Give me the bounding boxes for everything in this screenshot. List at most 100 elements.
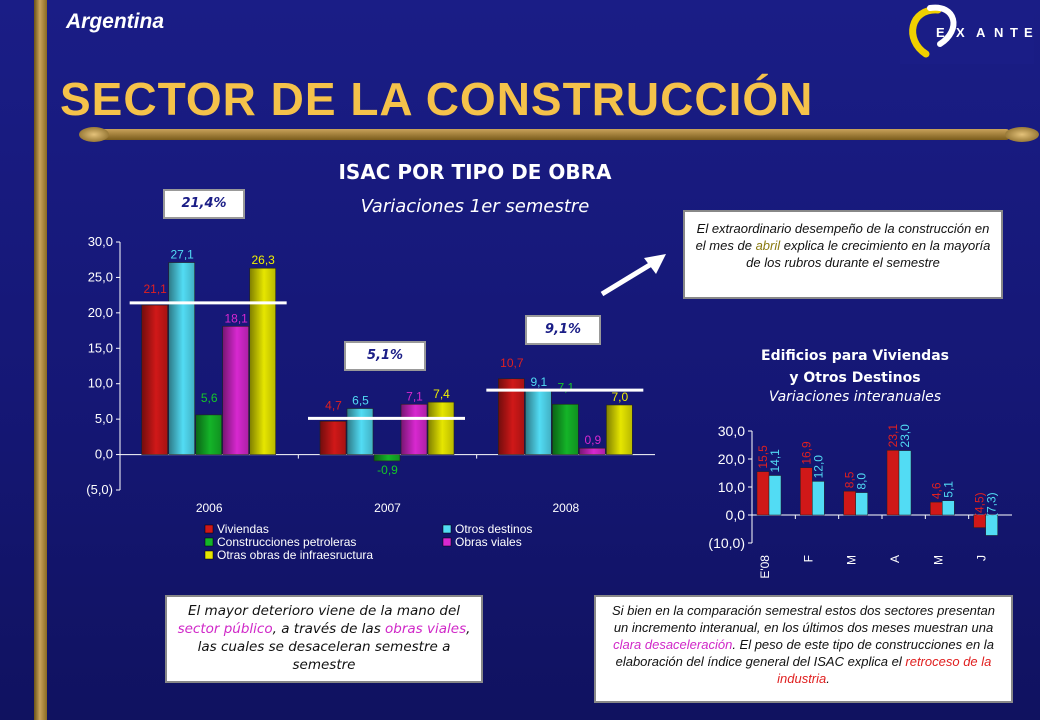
legend-swatch — [442, 524, 452, 534]
note-abril: El extraordinario desempeño de la constr… — [683, 210, 1003, 299]
data-label: 27,1 — [170, 248, 194, 262]
y-tick-label: 10,0 — [718, 479, 745, 495]
bar-3-0 — [886, 450, 900, 516]
main-chart-title: ISAC POR TIPO DE OBRA — [338, 160, 612, 184]
legend-swatch — [204, 537, 214, 547]
legend-swatch — [204, 524, 214, 534]
svg-text:E: E — [1024, 25, 1033, 40]
bar-1-1 — [812, 481, 825, 516]
data-label: 4,6 — [929, 482, 943, 499]
note-desaceleracion: Si bien en la comparación semestral esto… — [594, 595, 1013, 703]
legend-label: Obras viales — [455, 535, 522, 549]
page-title: SECTOR DE LA CONSTRUCCIÓN — [60, 73, 814, 125]
y-tick-label: (10,0) — [708, 535, 745, 551]
x-tick-label: 2007 — [374, 501, 401, 515]
main-bar-chart: (5,0) 0,0 5,0 10,0 15,0 20,0 25,0 30,0 2006 21,1 2… — [86, 234, 655, 562]
note-left-text-2: , a través de las — [272, 621, 386, 637]
data-label: 5,6 — [201, 391, 218, 405]
note-top-highlight: abril — [755, 238, 781, 253]
total-2008-badge: 9,1% — [525, 315, 601, 345]
data-label: (7,3) — [985, 492, 999, 517]
data-label: 7,1 — [406, 389, 423, 403]
x-tick-label: E'08 — [758, 555, 772, 579]
legend-label: Otros destinos — [455, 522, 532, 536]
horizontal-gold-rule — [95, 129, 1010, 140]
arrow-icon — [600, 254, 666, 297]
note-right-text-2: . El peso de este tipo de construcciones… — [615, 637, 994, 669]
data-label: 9,1 — [530, 375, 547, 389]
bar-2008-4 — [606, 404, 633, 455]
bar-2008-1 — [525, 389, 552, 455]
bar-3-1 — [898, 450, 912, 516]
y-tick-label: 25,0 — [88, 269, 113, 284]
data-label: 16,9 — [799, 441, 813, 465]
second-chart-title: Edificios para Viviendas y Otros Destino… — [705, 345, 1005, 389]
note-left-highlight-2: obras viales — [385, 621, 467, 637]
svg-text:E: E — [936, 25, 945, 40]
bar-2007-2 — [373, 454, 401, 462]
rule-left-knob — [79, 127, 109, 142]
data-label: 0,9 — [584, 433, 601, 447]
data-label: 26,3 — [251, 253, 275, 267]
second-chart-title-line1: Edificios para Viviendas — [761, 348, 949, 364]
bar-4-0 — [930, 501, 943, 516]
x-tick-label: J — [975, 555, 989, 561]
data-label: 6,5 — [352, 394, 369, 408]
bar-2007-0 — [319, 420, 347, 455]
x-tick-label: 2006 — [196, 501, 223, 515]
data-label: 7,0 — [611, 390, 628, 404]
svg-text:A: A — [976, 25, 986, 40]
data-label: 12,0 — [811, 455, 825, 479]
note-left-text-1: El mayor deterioro viene de la mano del — [187, 603, 461, 619]
data-label: 23,1 — [886, 424, 900, 448]
svg-text:T: T — [1010, 25, 1018, 40]
y-tick-label: 30,0 — [88, 234, 113, 249]
x-tick-label: F — [801, 555, 815, 562]
bar-4-1 — [942, 500, 955, 516]
bar-2007-4 — [427, 401, 455, 455]
note-left-highlight-1: sector público — [177, 621, 273, 637]
bar-2007-1 — [346, 408, 374, 455]
bar-2006-3 — [222, 326, 249, 455]
note-right-highlight-1: clara desaceleración — [613, 637, 733, 652]
note-sector-publico: El mayor deterioro viene de la mano del … — [165, 595, 483, 683]
rule-right-knob — [1005, 127, 1039, 142]
y-tick-label: 20,0 — [88, 305, 113, 320]
bar-2006-2 — [195, 414, 222, 455]
data-label: (4,5) — [973, 492, 987, 517]
second-chart-subtitle: Variaciones interanuales — [768, 389, 942, 405]
bar-0-1 — [768, 475, 782, 516]
y-tick-label: 0,0 — [726, 507, 746, 523]
legend-swatch — [204, 550, 214, 560]
legend-swatch — [442, 537, 452, 547]
second-chart-title-line2: y Otros Destinos — [789, 370, 921, 386]
legend-label: Otras obras de infraesructura — [217, 548, 373, 562]
total-2006-badge: 21,4% — [163, 189, 245, 219]
monthly-bar-chart: (10,0) 0,0 10,0 20,0 30,0 E'08 15,514,1 F 16,912… — [708, 423, 1012, 579]
vertical-gold-rule — [34, 0, 47, 720]
bar-0-0 — [756, 471, 770, 516]
data-label: 8,0 — [855, 473, 869, 490]
data-label: 4,7 — [325, 398, 342, 412]
bar-2006-4 — [249, 267, 276, 455]
svg-text:N: N — [994, 25, 1003, 40]
bar-2006-1 — [168, 262, 195, 455]
x-tick-label: A — [888, 555, 902, 563]
note-right-highlight-2: retroceso de la industria — [777, 654, 992, 686]
y-tick-label: 15,0 — [88, 340, 113, 355]
data-label: 5,1 — [941, 481, 955, 498]
bar-2-0 — [843, 490, 856, 516]
note-left-text-3: , las cuales se desaceleran semestre a s… — [197, 621, 471, 673]
data-label: 8,5 — [843, 471, 857, 488]
data-label: 15,5 — [756, 445, 770, 469]
data-label: 10,7 — [500, 356, 524, 370]
country-label: Argentina — [66, 10, 165, 33]
note-right-text-1: Si bien en la comparación semestral esto… — [612, 603, 995, 635]
data-label: -0,9 — [377, 463, 398, 477]
legend-label: Viviendas — [217, 522, 269, 536]
x-tick-label: 2008 — [552, 501, 579, 515]
note-top-text-1: El extraordinario desempeño de la constr… — [695, 221, 990, 253]
y-tick-label: 20,0 — [718, 451, 745, 467]
